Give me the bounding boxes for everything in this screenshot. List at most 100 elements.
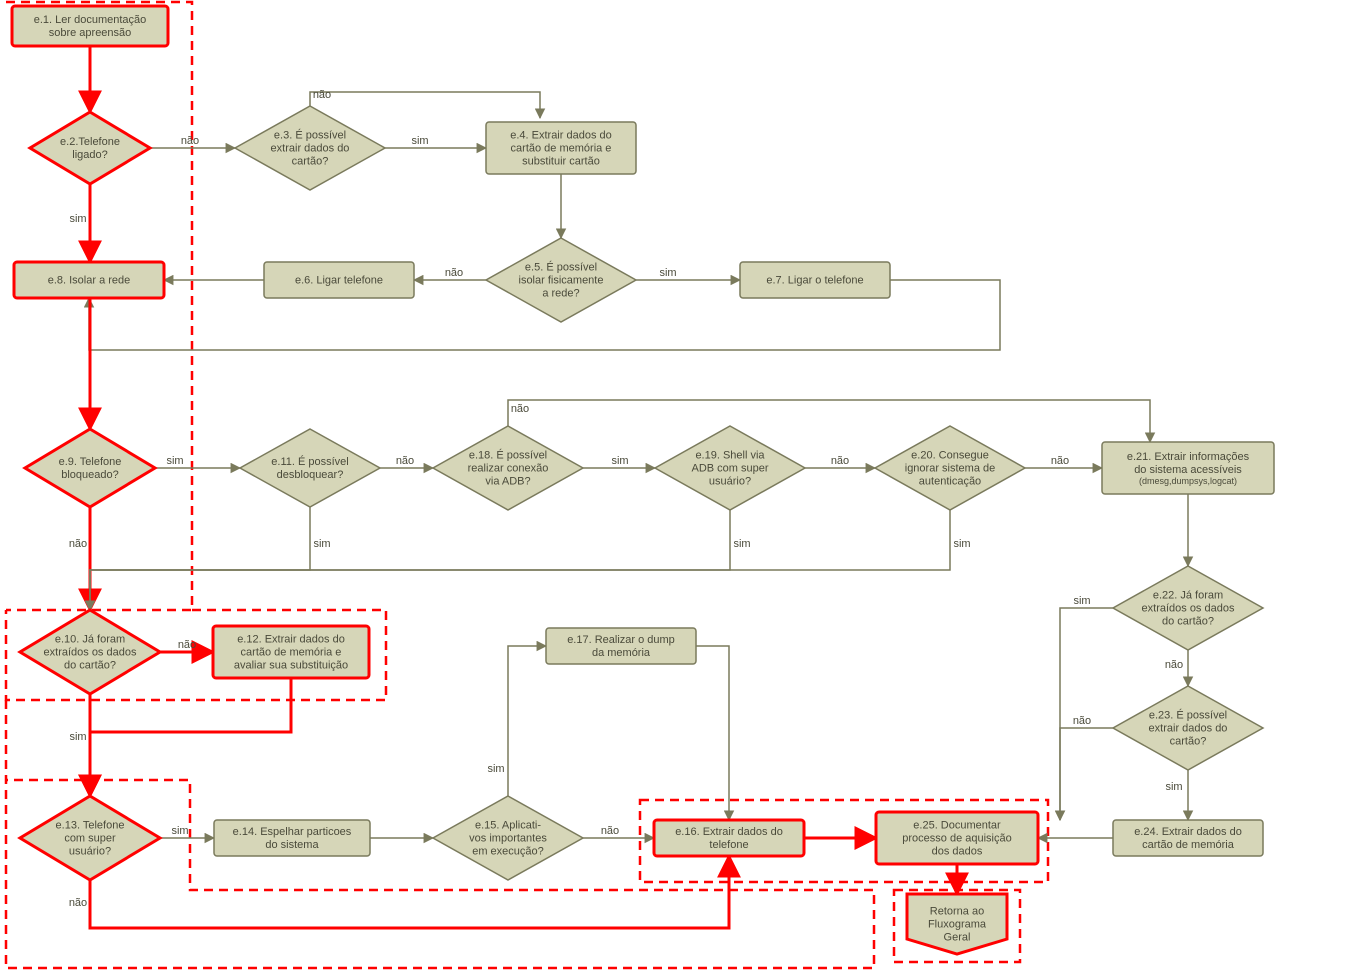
edge-label: sim — [166, 455, 183, 467]
svg-text:do sistema acessíveis: do sistema acessíveis — [1134, 464, 1242, 476]
svg-text:e.18. É possível: e.18. É possível — [469, 449, 547, 462]
svg-text:e.21. Extrair informações: e.21. Extrair informações — [1127, 451, 1250, 463]
svg-text:do sistema: do sistema — [265, 839, 319, 851]
svg-text:processo de aquisição: processo de aquisição — [902, 833, 1011, 845]
svg-text:Retorna ao: Retorna ao — [930, 906, 984, 918]
node-e5: e.5. É possívelisolar fisicamentea rede? — [486, 238, 636, 322]
svg-text:e.11. É possível: e.11. É possível — [271, 455, 348, 468]
node-e10: e.10. Já foramextraídos os dadosdo cartã… — [20, 610, 160, 694]
svg-text:e.24. Extrair dados do: e.24. Extrair dados do — [1134, 826, 1242, 838]
node-e19: e.19. Shell viaADB com superusuário? — [655, 426, 805, 510]
svg-text:via ADB?: via ADB? — [485, 476, 530, 488]
node-e7: e.7. Ligar o telefone — [740, 262, 890, 298]
node-e15: e.15. Aplicati-vos importantesem execuçã… — [433, 796, 583, 880]
edge-label: sim — [411, 135, 428, 147]
svg-text:cartão?: cartão? — [1170, 736, 1207, 748]
svg-text:ADB com super: ADB com super — [691, 463, 768, 475]
edge-label: sim — [313, 538, 330, 550]
edge-label: não — [396, 455, 414, 467]
edge-e15-e17 — [508, 646, 546, 796]
svg-text:ligado?: ligado? — [72, 149, 107, 161]
node-e11: e.11. É possíveldesbloquear? — [240, 429, 380, 507]
edge-label: sim — [733, 538, 750, 550]
edge-e17-e16 — [696, 646, 729, 820]
edge-label: não — [1051, 455, 1069, 467]
node-e18: e.18. É possívelrealizar conexãovia ADB? — [433, 426, 583, 510]
node-e14: e.14. Espelhar particoesdo sistema — [214, 820, 370, 856]
edge-label: sim — [1073, 595, 1090, 607]
edge-label: não — [178, 639, 196, 651]
svg-text:extraídos os dados: extraídos os dados — [1142, 603, 1235, 615]
edge-label: sim — [171, 825, 188, 837]
svg-text:(dmesg,dumpsys,logcat): (dmesg,dumpsys,logcat) — [1139, 476, 1237, 486]
svg-text:em execução?: em execução? — [472, 846, 544, 858]
edge-e12-e13 — [90, 678, 291, 796]
edge-label: não — [181, 135, 199, 147]
node-e8: e.8. Isolar a rede — [14, 262, 164, 298]
svg-text:e.1. Ler documentação: e.1. Ler documentação — [34, 14, 147, 26]
svg-text:bloqueado?: bloqueado? — [61, 469, 119, 481]
svg-text:cartão de memória: cartão de memória — [1142, 839, 1235, 851]
svg-text:do cartão?: do cartão? — [1162, 616, 1214, 628]
node-e23: e.23. É possívelextrair dados docartão? — [1113, 686, 1263, 770]
node-e9: e.9. Telefonebloqueado? — [25, 429, 155, 507]
edge-label: sim — [1165, 781, 1182, 793]
svg-text:autenticação: autenticação — [919, 476, 981, 488]
svg-text:extrair dados do: extrair dados do — [1149, 723, 1228, 735]
svg-text:Fluxograma: Fluxograma — [928, 919, 987, 931]
svg-text:e.20. Consegue: e.20. Consegue — [911, 450, 989, 462]
svg-text:sobre apreensão: sobre apreensão — [49, 27, 132, 39]
svg-text:e.22. Já foram: e.22. Já foram — [1153, 590, 1223, 602]
edge-e3-e5 — [310, 92, 540, 118]
node-e13: e.13. Telefonecom superusuário? — [20, 796, 160, 880]
svg-text:telefone: telefone — [709, 839, 748, 851]
svg-text:e.10. Já foram: e.10. Já foram — [55, 634, 125, 646]
edge-label: não — [313, 89, 331, 101]
edge-label: não — [69, 538, 87, 550]
edge-label: não — [511, 403, 529, 415]
svg-text:vos importantes: vos importantes — [469, 833, 547, 845]
edge-label: não — [601, 825, 619, 837]
edge-e23-e25 — [1060, 728, 1113, 820]
edge-e22-e25 — [1060, 608, 1113, 820]
node-ret: Retorna aoFluxogramaGeral — [907, 894, 1007, 954]
node-e20: e.20. Consegueignorar sistema deautentic… — [875, 426, 1025, 510]
svg-text:e.17. Realizar o dump: e.17. Realizar o dump — [567, 634, 675, 646]
svg-text:e.19. Shell via: e.19. Shell via — [695, 450, 765, 462]
svg-text:desbloquear?: desbloquear? — [277, 469, 344, 481]
svg-text:e.9. Telefone: e.9. Telefone — [59, 456, 122, 468]
svg-text:usuário?: usuário? — [709, 476, 751, 488]
edge-label: não — [1165, 659, 1183, 671]
svg-text:avaliar sua substituição: avaliar sua substituição — [234, 660, 348, 672]
svg-text:e.23. É possível: e.23. É possível — [1149, 709, 1227, 722]
node-e1: e.1. Ler documentaçãosobre apreensão — [12, 6, 168, 46]
svg-text:e.16. Extrair dados do: e.16. Extrair dados do — [675, 826, 783, 838]
node-e6: e.6. Ligar telefone — [264, 262, 414, 298]
svg-text:cartão de memória e: cartão de memória e — [511, 143, 612, 155]
svg-text:ignorar sistema de: ignorar sistema de — [905, 463, 996, 475]
svg-text:usuário?: usuário? — [69, 846, 111, 858]
node-e25: e.25. Documentarprocesso de aquisiçãodos… — [876, 812, 1038, 864]
node-e24: e.24. Extrair dados docartão de memória — [1113, 820, 1263, 856]
edge-e18-e21 — [508, 400, 1150, 442]
edge-e19-e10 — [90, 510, 730, 610]
svg-text:da memória: da memória — [592, 647, 651, 659]
node-e17: e.17. Realizar o dumpda memória — [546, 628, 696, 664]
node-e21: e.21. Extrair informaçõesdo sistema aces… — [1102, 442, 1274, 494]
edge-label: não — [1073, 715, 1091, 727]
svg-text:extraídos os dados: extraídos os dados — [44, 647, 137, 659]
edge-e13-e16 — [90, 856, 729, 928]
svg-text:e.2.Telefone: e.2.Telefone — [60, 136, 120, 148]
node-e2: e.2.Telefoneligado? — [30, 112, 150, 184]
edge-e20-e10 — [90, 510, 950, 610]
svg-text:a rede?: a rede? — [542, 288, 579, 300]
svg-text:e.12. Extrair dados do: e.12. Extrair dados do — [237, 634, 345, 646]
svg-text:realizar conexão: realizar conexão — [468, 463, 549, 475]
node-e4: e.4. Extrair dados docartão de memória e… — [486, 122, 636, 174]
node-e12: e.12. Extrair dados docartão de memória … — [213, 626, 369, 678]
svg-text:e.8. Isolar a rede: e.8. Isolar a rede — [48, 275, 131, 287]
edge-label: não — [445, 267, 463, 279]
svg-text:do cartão?: do cartão? — [64, 660, 116, 672]
edge-label: sim — [953, 538, 970, 550]
edge-label: não — [69, 897, 87, 909]
